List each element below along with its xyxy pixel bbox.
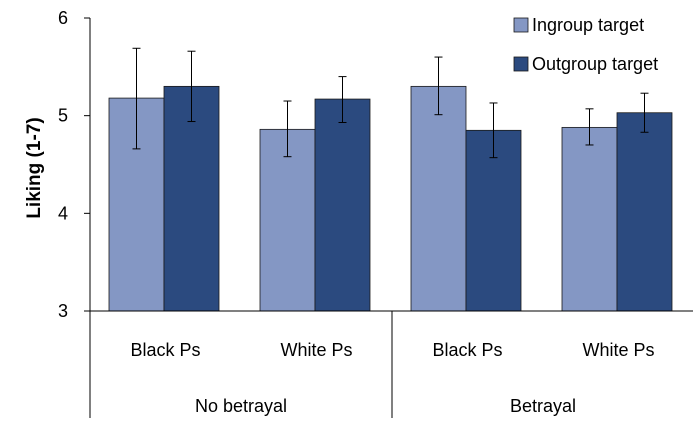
bar-outgroup (616, 112, 673, 312)
bar-outgroup (465, 129, 522, 312)
bar-outgroup (314, 98, 371, 312)
axes-layer (89, 18, 693, 418)
bar-ingroup (410, 85, 467, 312)
legend-label: Outgroup target (532, 54, 658, 74)
x-axis-labels: Black Ps White Ps Black Ps White Ps No betra… (130, 340, 654, 416)
legend-label: Ingroup target (532, 15, 644, 35)
y-axis-ticks: 3 4 5 6 (58, 8, 90, 321)
x-category-label: Black Ps (130, 340, 200, 360)
y-axis-label: Liking (1-7) (24, 117, 45, 218)
x-category-label: White Ps (280, 340, 352, 360)
legend: Ingroup target Outgroup target (513, 15, 658, 74)
y-tick-label: 5 (58, 106, 68, 126)
y-tick-label: 6 (58, 8, 68, 28)
bar-ingroup (561, 126, 618, 312)
x-category-label: Black Ps (432, 340, 502, 360)
x-group-label: No betrayal (195, 396, 287, 416)
bar-outgroup (163, 85, 220, 312)
x-group-label: Betrayal (510, 396, 576, 416)
x-category-label: White Ps (582, 340, 654, 360)
y-tick-label: 3 (58, 301, 68, 321)
y-tick-label: 4 (58, 203, 68, 223)
legend-swatch (513, 17, 529, 33)
legend-swatch (513, 56, 529, 72)
bars-layer (108, 85, 673, 312)
error-bars-layer (132, 47, 649, 159)
